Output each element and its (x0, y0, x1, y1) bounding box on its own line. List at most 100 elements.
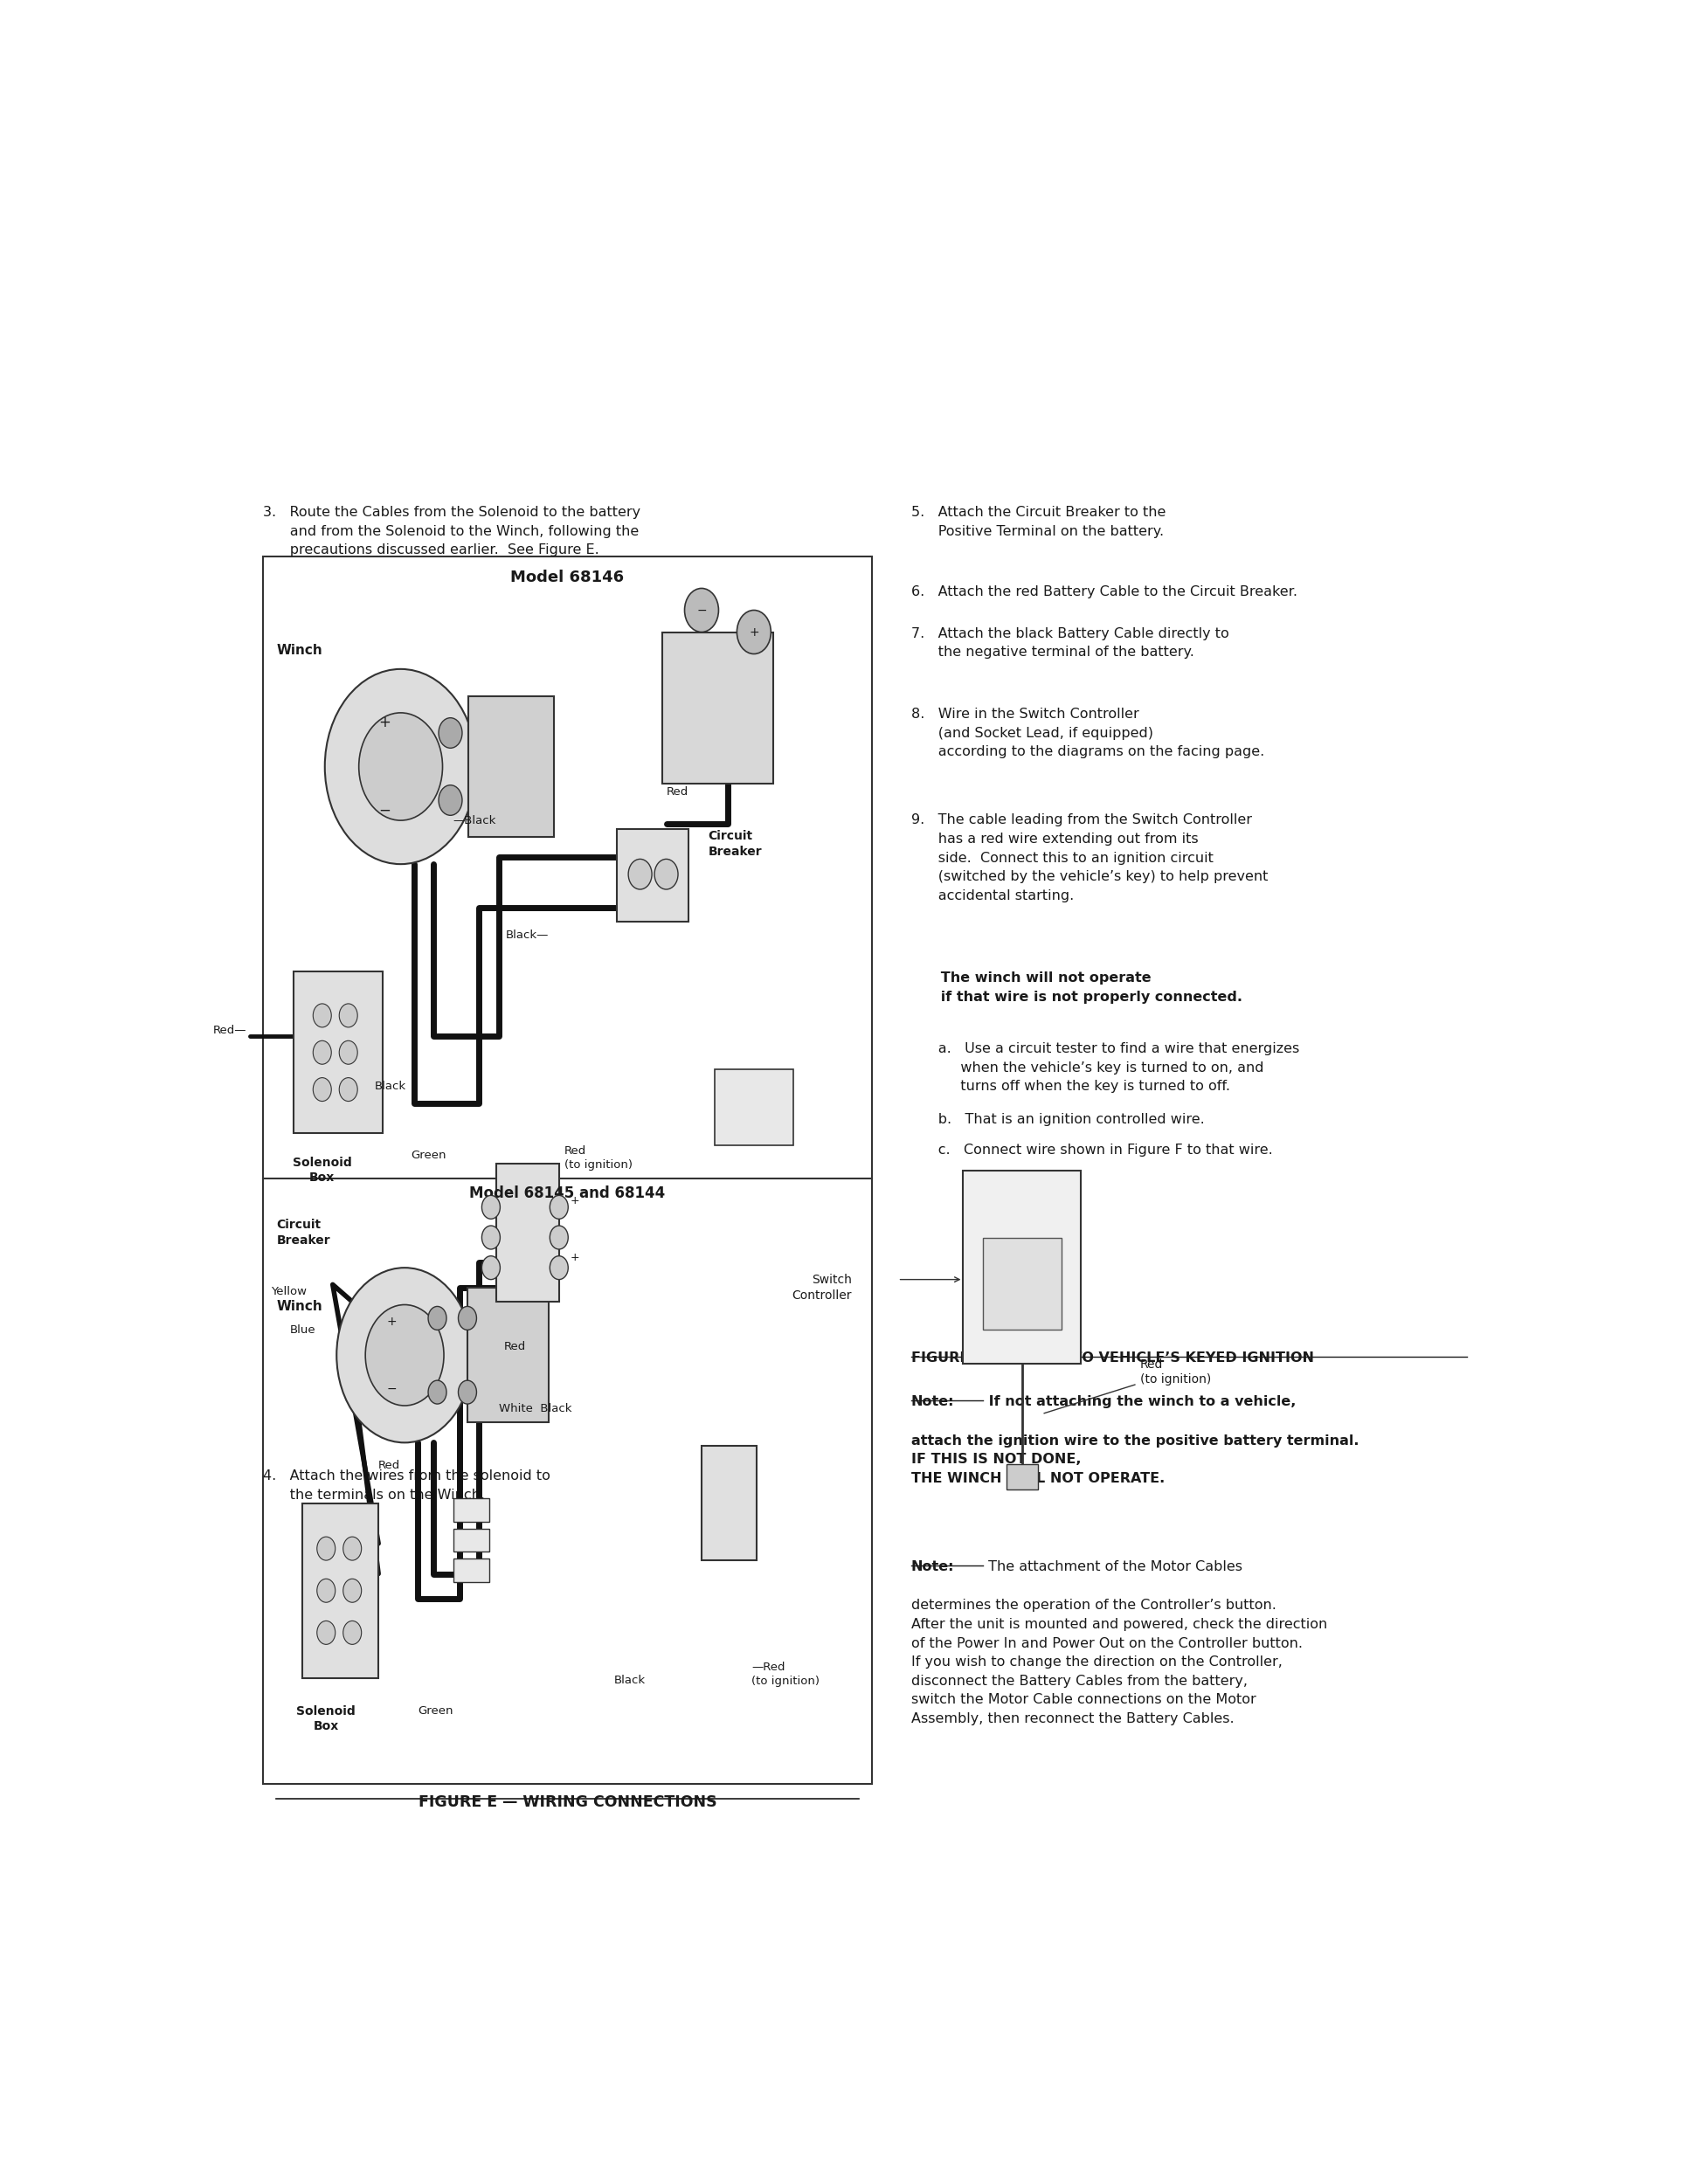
Text: Switch
Controller: Switch Controller (792, 1273, 852, 1302)
Circle shape (550, 1225, 569, 1249)
Text: Model 68145 and 68144: Model 68145 and 68144 (469, 1186, 665, 1201)
Text: —Black: —Black (452, 815, 496, 826)
Text: −: − (378, 802, 392, 819)
Text: Red—: Red— (213, 1024, 246, 1035)
Text: Black—: Black— (505, 928, 549, 941)
Circle shape (365, 1304, 444, 1406)
Text: Black: Black (375, 1081, 407, 1092)
Text: Note:: Note: (912, 1559, 954, 1572)
Circle shape (312, 1042, 331, 1064)
FancyBboxPatch shape (452, 1498, 490, 1522)
Text: c.   Connect wire shown in Figure F to that wire.: c. Connect wire shown in Figure F to tha… (912, 1142, 1273, 1155)
Circle shape (481, 1195, 500, 1219)
Text: Winch: Winch (277, 644, 322, 657)
Circle shape (339, 1005, 358, 1026)
Text: −: − (387, 1382, 397, 1396)
Circle shape (317, 1538, 336, 1559)
Circle shape (481, 1225, 500, 1249)
FancyBboxPatch shape (714, 1070, 793, 1144)
Text: Winch: Winch (277, 1299, 322, 1313)
FancyBboxPatch shape (964, 1171, 1080, 1363)
FancyBboxPatch shape (469, 697, 554, 836)
Text: 4.   Attach the wires from the solenoid to
      the terminals on the Winch.: 4. Attach the wires from the solenoid to… (263, 1470, 550, 1503)
Circle shape (429, 1306, 446, 1330)
Text: Black: Black (614, 1675, 645, 1686)
Text: Red: Red (505, 1341, 527, 1352)
Text: b.   That is an ignition controlled wire.: b. That is an ignition controlled wire. (912, 1114, 1204, 1127)
Text: The attachment of the Motor Cables: The attachment of the Motor Cables (984, 1559, 1242, 1572)
FancyBboxPatch shape (302, 1503, 378, 1677)
Circle shape (628, 858, 652, 889)
Text: +: + (387, 1315, 397, 1328)
Circle shape (457, 1306, 476, 1330)
Circle shape (317, 1579, 336, 1603)
Text: 8.   Wire in the Switch Controller
      (and Socket Lead, if equipped)
      ac: 8. Wire in the Switch Controller (and So… (912, 708, 1264, 758)
Text: +: + (571, 1251, 579, 1262)
Circle shape (550, 1195, 569, 1219)
Text: Blue: Blue (290, 1324, 316, 1337)
Circle shape (439, 719, 463, 749)
Circle shape (317, 1621, 336, 1645)
FancyBboxPatch shape (294, 972, 383, 1133)
Circle shape (738, 609, 771, 653)
FancyBboxPatch shape (452, 1559, 490, 1581)
Text: —Red
(to ignition): —Red (to ignition) (751, 1662, 819, 1686)
Text: If not attaching the winch to a vehicle,: If not attaching the winch to a vehicle, (984, 1396, 1296, 1409)
FancyBboxPatch shape (496, 1164, 559, 1302)
Text: The winch will not operate
      if that wire is not properly connected.: The winch will not operate if that wire … (912, 972, 1242, 1005)
Circle shape (312, 1077, 331, 1101)
Text: Red
(to ignition): Red (to ignition) (1043, 1358, 1210, 1413)
Text: Circuit
Breaker: Circuit Breaker (277, 1219, 331, 1247)
Text: Red: Red (378, 1459, 400, 1470)
Text: a.   Use a circuit tester to find a wire that energizes
           when the vehi: a. Use a circuit tester to find a wire t… (912, 1042, 1300, 1094)
Text: 6.   Attach the red Battery Cable to the Circuit Breaker.: 6. Attach the red Battery Cable to the C… (912, 585, 1296, 598)
Text: +: + (749, 627, 760, 638)
Text: Yellow: Yellow (270, 1286, 307, 1297)
Text: attach the ignition wire to the positive battery terminal.
IF THIS IS NOT DONE,
: attach the ignition wire to the positive… (912, 1435, 1359, 1485)
Circle shape (550, 1256, 569, 1280)
Circle shape (339, 1077, 358, 1101)
Text: Solenoid
Box: Solenoid Box (292, 1158, 351, 1184)
Text: −: − (697, 605, 707, 616)
Text: 5.   Attach the Circuit Breaker to the
      Positive Terminal on the battery.: 5. Attach the Circuit Breaker to the Pos… (912, 507, 1165, 537)
Text: Solenoid
Box: Solenoid Box (297, 1706, 356, 1732)
Text: 9.   The cable leading from the Switch Controller
      has a red wire extending: 9. The cable leading from the Switch Con… (912, 815, 1268, 902)
Circle shape (324, 668, 476, 865)
FancyBboxPatch shape (702, 1446, 756, 1559)
FancyBboxPatch shape (982, 1238, 1062, 1330)
Text: Circuit
Breaker: Circuit Breaker (709, 830, 761, 858)
Circle shape (457, 1380, 476, 1404)
FancyBboxPatch shape (468, 1289, 549, 1422)
Circle shape (481, 1256, 500, 1280)
Text: 7.   Attach the black Battery Cable directly to
      the negative terminal of t: 7. Attach the black Battery Cable direct… (912, 627, 1229, 660)
Text: FIGURE F — WIRING TO VEHICLE’S KEYED IGNITION: FIGURE F — WIRING TO VEHICLE’S KEYED IGN… (912, 1352, 1313, 1365)
Circle shape (439, 784, 463, 815)
Circle shape (360, 712, 442, 821)
FancyBboxPatch shape (1006, 1465, 1038, 1489)
Text: Red: Red (667, 786, 689, 797)
Circle shape (312, 1005, 331, 1026)
FancyBboxPatch shape (616, 828, 689, 922)
Circle shape (685, 587, 719, 631)
Text: Green: Green (417, 1706, 452, 1717)
FancyBboxPatch shape (263, 557, 871, 1784)
Text: 3.   Route the Cables from the Solenoid to the battery
      and from the Soleno: 3. Route the Cables from the Solenoid to… (263, 507, 641, 557)
Text: determines the operation of the Controller’s button.
After the unit is mounted a: determines the operation of the Controll… (912, 1599, 1327, 1725)
Circle shape (343, 1621, 361, 1645)
Text: +: + (378, 714, 392, 732)
Text: Note:: Note: (912, 1396, 954, 1409)
Text: White  Black: White Black (500, 1404, 572, 1415)
Text: Green: Green (412, 1151, 447, 1162)
FancyBboxPatch shape (452, 1529, 490, 1553)
Text: Model 68146: Model 68146 (511, 570, 625, 585)
FancyBboxPatch shape (662, 631, 773, 784)
Text: +: + (571, 1195, 579, 1206)
Circle shape (655, 858, 679, 889)
Text: FIGURE E — WIRING CONNECTIONS: FIGURE E — WIRING CONNECTIONS (419, 1793, 717, 1811)
Circle shape (343, 1579, 361, 1603)
Circle shape (343, 1538, 361, 1559)
Circle shape (339, 1042, 358, 1064)
Text: Red
(to ignition): Red (to ignition) (564, 1144, 633, 1171)
Circle shape (429, 1380, 446, 1404)
Circle shape (336, 1267, 473, 1444)
